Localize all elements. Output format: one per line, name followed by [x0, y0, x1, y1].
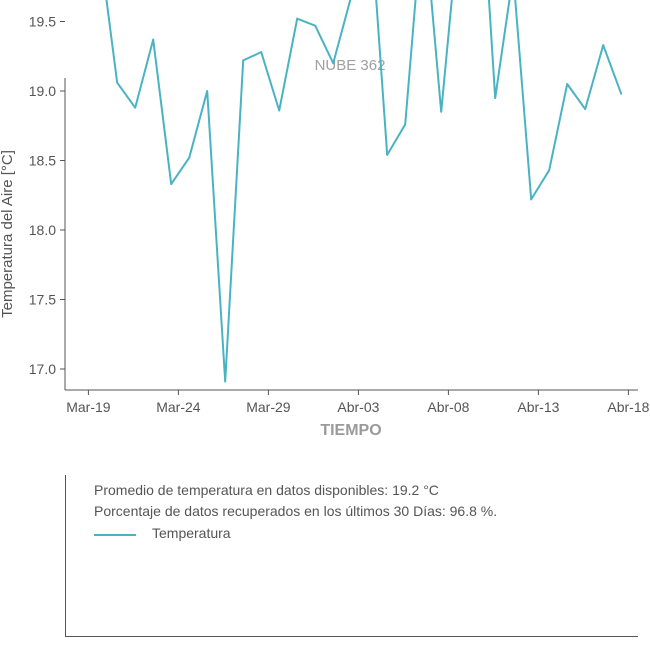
legend-swatch: [94, 534, 136, 536]
data-point: [314, 24, 317, 27]
data-point: [602, 44, 605, 46]
x-axis-label: TIEMPO: [320, 422, 381, 439]
chart-title: NUBE 362: [315, 57, 386, 74]
y-tick-label: 18.5: [29, 153, 56, 169]
x-tick-label: Abr-03: [337, 399, 379, 415]
data-point: [584, 108, 587, 110]
data-point: [386, 154, 389, 156]
x-axis-ticks: Mar-19 Mar-24 Mar-29 Abr-03 Abr-08 Abr-13 Abr-…: [66, 390, 650, 415]
data-point: [440, 110, 443, 113]
y-axis-ticks: 17.017.518.018.519.019.520.020.521.0: [29, 14, 65, 377]
data-point: [116, 81, 119, 84]
recovered-data-text: Porcentaje de datos recuperados en los ú…: [94, 503, 498, 519]
data-point: [152, 38, 155, 41]
x-tick-label: Mar-19: [66, 399, 111, 415]
data-point: [206, 90, 209, 92]
data-point: [278, 109, 281, 112]
data-point: [548, 169, 551, 172]
y-tick-label: 19.0: [29, 83, 56, 99]
data-point: [170, 183, 173, 186]
x-tick-label: Mar-24: [156, 399, 201, 415]
data-point: [404, 123, 407, 126]
data-point: [620, 92, 623, 95]
line-chart: NUBE 362 17.017.518.018.519.019.520.020.…: [0, 0, 650, 439]
series-line-temperatura: [105, 0, 623, 383]
data-point: [260, 51, 263, 53]
legend-label: Temperatura: [152, 525, 231, 541]
data-point: [296, 17, 299, 20]
series-points: [116, 17, 623, 383]
y-tick-label: 17.5: [29, 292, 56, 308]
data-point: [494, 97, 497, 99]
data-point: [566, 83, 569, 85]
y-tick-label: 17.0: [29, 361, 56, 377]
info-panel: Promedio de temperatura en datos disponi…: [65, 475, 638, 637]
x-tick-label: Mar-29: [246, 399, 291, 415]
x-tick-label: Abr-13: [517, 399, 559, 415]
y-axis-label: Temperatura del Aire [°C]: [0, 150, 16, 318]
data-point: [242, 59, 245, 62]
average-temperature-text: Promedio de temperatura en datos disponi…: [94, 482, 439, 498]
data-point: [134, 106, 137, 109]
y-tick-label: 19.5: [29, 14, 56, 30]
data-point: [332, 62, 335, 65]
x-tick-label: Abr-08: [427, 399, 469, 415]
data-point: [224, 380, 227, 383]
y-tick-label: 18.0: [29, 222, 56, 238]
data-point: [530, 198, 533, 201]
data-point: [188, 156, 191, 159]
x-tick-label: Abr-18: [607, 399, 649, 415]
